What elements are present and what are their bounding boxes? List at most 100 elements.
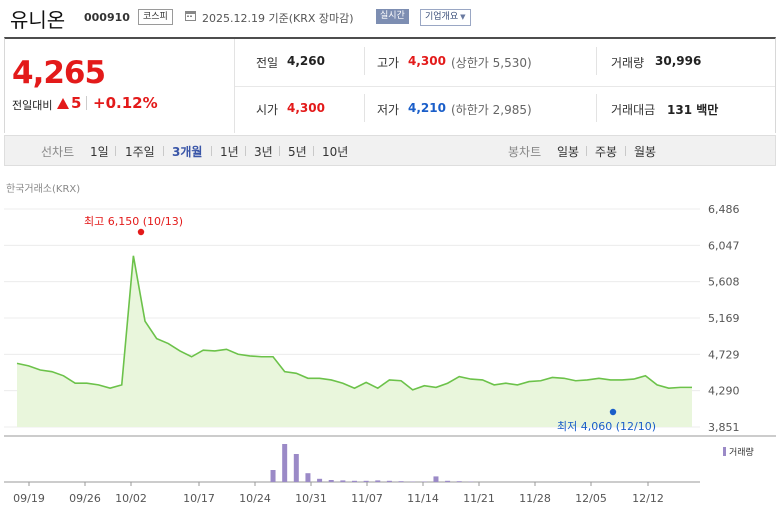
company-overview-label: 기업개요 bbox=[425, 12, 459, 22]
chevron-down-icon: ▼ bbox=[460, 13, 466, 21]
x-tick-label: 10/02 bbox=[115, 492, 147, 505]
change-label: 전일대비 bbox=[12, 99, 53, 112]
price-line bbox=[16, 255, 692, 391]
volume-label: 거래량 bbox=[611, 56, 645, 70]
divider bbox=[234, 39, 235, 133]
tab-period-10y[interactable]: 10년 bbox=[322, 145, 349, 159]
current-price: 4,265 bbox=[12, 55, 106, 91]
volume-bar bbox=[398, 481, 404, 482]
x-tick-label: 11/14 bbox=[407, 492, 439, 505]
volume-bar bbox=[270, 470, 276, 482]
date-text: 2025.12.19 기준(KRX 장마감) bbox=[202, 12, 354, 25]
exchange-label: 한국거래소(KRX) bbox=[6, 184, 81, 195]
y-tick-label: 5,608 bbox=[708, 276, 740, 289]
volume-bar bbox=[340, 480, 346, 482]
tab-period-1d[interactable]: 1일 bbox=[90, 145, 109, 159]
volume-bar bbox=[317, 478, 323, 482]
price-chart[interactable]: 6,486 6,047 5,608 5,169 4,729 4,290 3,851 09/1… bbox=[0, 190, 778, 508]
x-tick-label: 09/19 bbox=[13, 492, 45, 505]
divider bbox=[596, 94, 597, 122]
low-marker bbox=[609, 408, 617, 416]
divider bbox=[211, 146, 212, 156]
divider bbox=[313, 146, 314, 156]
low-annotation: 최저 4,060 (12/10) bbox=[557, 420, 656, 433]
calendar-icon bbox=[185, 11, 196, 21]
divider bbox=[235, 86, 775, 87]
change-amount: 5 bbox=[71, 94, 82, 112]
x-tick-label: 12/12 bbox=[632, 492, 664, 505]
volume-value: 30,996 bbox=[655, 54, 702, 68]
open-label: 시가 bbox=[256, 103, 279, 117]
y-tick-label: 6,047 bbox=[708, 239, 740, 252]
y-tick-label: 3,851 bbox=[708, 421, 740, 434]
prev-close-label: 전일 bbox=[256, 56, 279, 70]
x-tick-label: 09/26 bbox=[69, 492, 101, 505]
company-overview-dropdown[interactable]: 기업개요 ▼ bbox=[420, 9, 471, 26]
x-tick-label: 11/21 bbox=[463, 492, 495, 505]
upper-limit: (상한가 5,530) bbox=[451, 56, 532, 70]
volume-bar bbox=[328, 480, 334, 482]
divider bbox=[364, 94, 365, 122]
volume-bar bbox=[352, 480, 357, 482]
y-tick-label: 4,290 bbox=[708, 385, 740, 398]
tab-period-1w[interactable]: 1주일 bbox=[125, 145, 155, 159]
tab-candle-weekly[interactable]: 주봉 bbox=[595, 145, 618, 159]
x-tick-label: 10/24 bbox=[239, 492, 271, 505]
volume-bar bbox=[293, 454, 299, 482]
divider bbox=[364, 47, 365, 75]
volume-bar bbox=[445, 480, 451, 482]
divider bbox=[115, 146, 116, 156]
market-badge: 코스피 bbox=[138, 9, 173, 25]
stock-code: 000910 bbox=[84, 11, 130, 24]
volume-bar bbox=[433, 476, 439, 482]
prev-close-value: 4,260 bbox=[287, 54, 325, 68]
divider bbox=[279, 146, 280, 156]
stock-name: 유니온 bbox=[10, 8, 66, 32]
volume-legend-swatch bbox=[723, 447, 726, 456]
volume-bar bbox=[282, 444, 288, 482]
y-tick-label: 5,169 bbox=[708, 312, 740, 325]
up-triangle-icon bbox=[57, 98, 69, 109]
divider bbox=[586, 146, 587, 156]
tab-candle-daily[interactable]: 일봉 bbox=[557, 145, 580, 159]
trade-value-label: 거래대금 bbox=[611, 103, 656, 117]
volume-bar bbox=[305, 473, 311, 482]
change-percent: +0.12% bbox=[93, 94, 158, 112]
volume-bar bbox=[456, 481, 462, 482]
trade-value: 131 백만 bbox=[667, 103, 719, 117]
volume-bar bbox=[386, 480, 392, 482]
y-tick-label: 6,486 bbox=[708, 203, 740, 216]
price-area bbox=[17, 255, 692, 427]
tab-period-5y[interactable]: 5년 bbox=[288, 145, 307, 159]
divider bbox=[163, 146, 164, 156]
open-value: 4,300 bbox=[287, 101, 325, 115]
lower-limit: (하한가 2,985) bbox=[451, 103, 532, 117]
realtime-badge: 실시간 bbox=[376, 9, 409, 24]
line-chart-label: 선차트 bbox=[41, 145, 75, 159]
high-marker bbox=[137, 228, 145, 236]
volume-legend: 거래량 bbox=[729, 446, 754, 458]
divider bbox=[245, 146, 246, 156]
divider bbox=[625, 146, 626, 156]
price-summary-panel bbox=[4, 37, 776, 133]
tab-candle-monthly[interactable]: 월봉 bbox=[634, 145, 657, 159]
tab-period-1y[interactable]: 1년 bbox=[220, 145, 239, 159]
low-label: 저가 bbox=[377, 103, 400, 117]
divider bbox=[596, 47, 597, 75]
volume-bar bbox=[375, 480, 381, 482]
low-value: 4,210 bbox=[408, 101, 446, 115]
high-label: 고가 bbox=[377, 56, 400, 70]
x-tick-label: 10/17 bbox=[183, 492, 215, 505]
volume-bar bbox=[363, 480, 369, 482]
x-tick-label: 10/31 bbox=[295, 492, 327, 505]
y-tick-label: 4,729 bbox=[708, 348, 740, 361]
period-tab-bar bbox=[4, 135, 776, 166]
high-value: 4,300 bbox=[408, 54, 446, 68]
high-annotation: 최고 6,150 (10/13) bbox=[84, 215, 183, 228]
x-tick-label: 11/07 bbox=[351, 492, 383, 505]
tab-period-3y[interactable]: 3년 bbox=[254, 145, 273, 159]
x-tick-label: 12/05 bbox=[575, 492, 607, 505]
tab-period-3m[interactable]: 3개월 bbox=[172, 145, 203, 159]
divider bbox=[86, 96, 87, 110]
x-tick-label: 11/28 bbox=[519, 492, 551, 505]
